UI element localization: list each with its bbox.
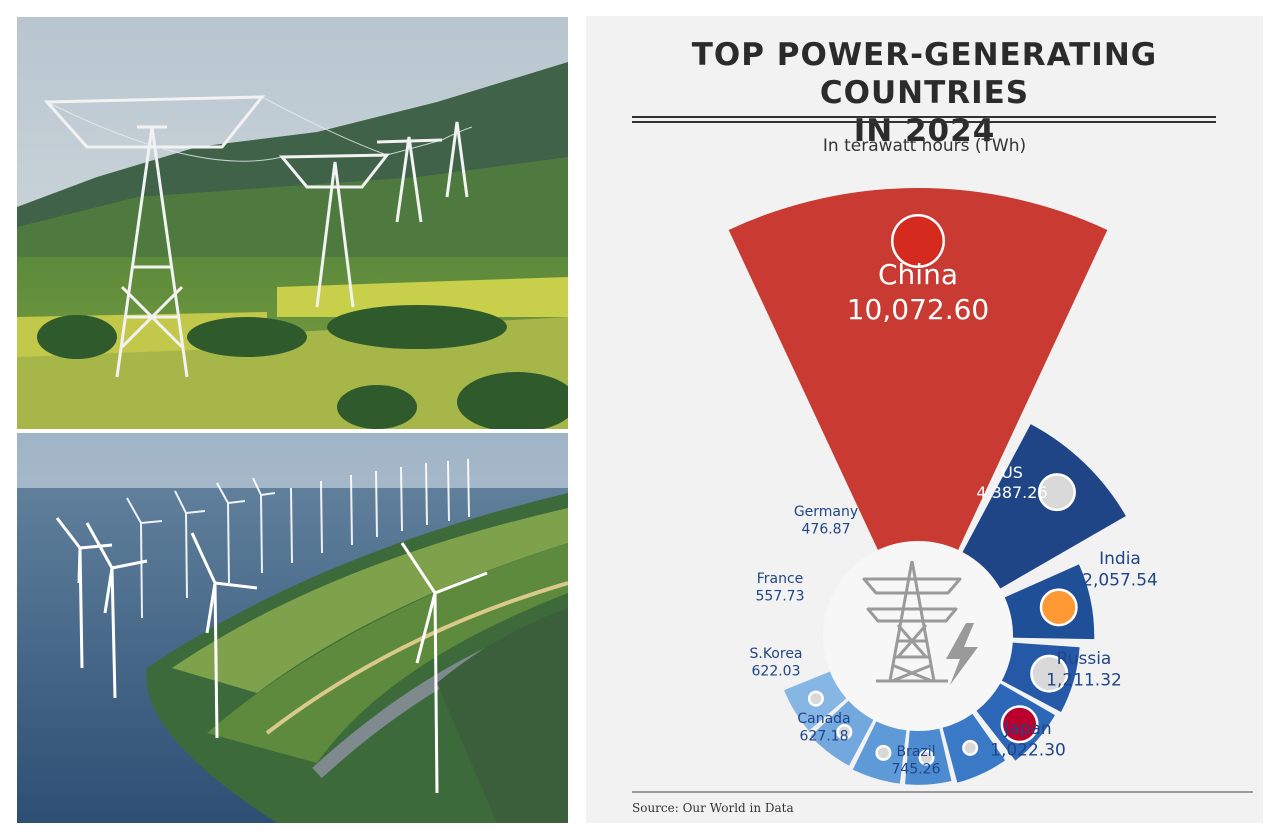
label-value-india: 2,057.54 [1082, 570, 1158, 590]
us-flag-fill [1040, 475, 1074, 509]
bar-us [962, 424, 1126, 589]
chart-title-line-1: TOP POWER-GENERATING COUNTRIES [691, 37, 1158, 111]
label-value-us: 4,387.26 [976, 483, 1047, 502]
label-name-france: France [757, 571, 804, 587]
source-note: Source: Our World in Data [632, 801, 794, 815]
chart-title: TOP POWER-GENERATING COUNTRIES IN 2024 [586, 36, 1263, 150]
label-name-canada: Canada [797, 711, 850, 727]
label-name-us: US [1001, 463, 1023, 482]
label-value-canada: 627.18 [800, 729, 849, 745]
power-tower-lightning-icon [862, 560, 978, 685]
label-value-france: 557.73 [756, 589, 805, 605]
label-name-china: China [878, 258, 958, 291]
label-name-japan: Japan [1003, 719, 1051, 739]
label-value-japan: 1,022.30 [990, 740, 1066, 760]
label-name-germany: Germany [794, 504, 858, 520]
label-value-skorea: 622.03 [752, 664, 801, 680]
label-value-russia: 1,211.32 [1046, 670, 1122, 690]
label-value-brazil: 745.26 [892, 762, 941, 778]
brazil-flag-fill [964, 742, 976, 754]
germany-flag-fill [810, 693, 822, 705]
label-name-brazil: Brazil [896, 744, 935, 760]
japan-flag-fill [1003, 707, 1037, 741]
china-flag-fill [893, 216, 943, 266]
label-name-india: India [1099, 549, 1141, 569]
france-flag-fill [838, 726, 850, 738]
label-value-germany: 476.87 [802, 522, 851, 538]
label-value-china: 10,072.60 [847, 293, 990, 326]
transmission-towers-photo [17, 17, 568, 429]
bar-china [728, 187, 1108, 550]
label-name-russia: Russia [1057, 649, 1112, 669]
india-flag-fill [1042, 590, 1076, 624]
wind-turbines-photo [17, 433, 568, 823]
south-korea-flag-fill [877, 747, 889, 759]
label-name-skorea: S.Korea [749, 646, 802, 662]
chart-subtitle: In terawatt hours (TWh) [822, 136, 1027, 156]
russia-flag-fill [1032, 657, 1066, 691]
canada-flag-fill [921, 752, 933, 764]
chart-title-line-2: IN 2024 [853, 113, 996, 149]
infographic-panel: TOP POWER-GENERATING COUNTRIES IN 2024 C… [586, 16, 1263, 823]
